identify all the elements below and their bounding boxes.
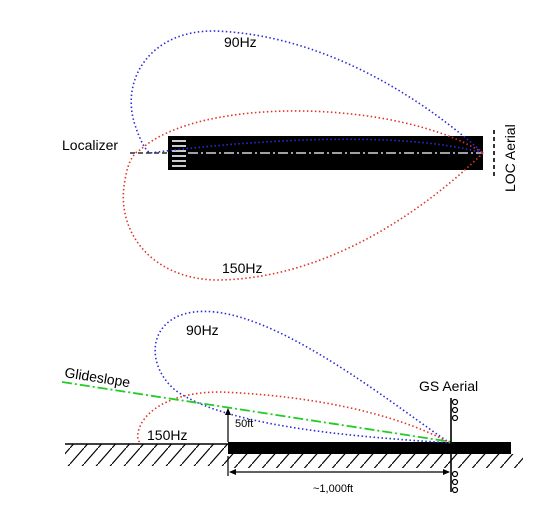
runway-threshold-marks: [172, 140, 186, 167]
glideslope-150hz-label: 150Hz: [147, 427, 187, 443]
localizer-label: Localizer: [62, 137, 118, 153]
localizer-90hz-lobe: [130, 30, 484, 154]
distance-arrow-head-left: [229, 469, 236, 475]
ground-right-hatch: [228, 454, 523, 468]
height-arrow-head: [225, 408, 231, 415]
gs-aerial-label: GS Aerial: [419, 378, 478, 394]
distance-arrow-head-right: [443, 469, 450, 475]
glideslope-label: Glideslope: [64, 364, 132, 390]
glideslope-path: [61, 381, 453, 443]
localizer-diagram: 90Hz 150Hz Localizer LOC Aerial: [62, 30, 518, 281]
height-label: 50ft: [235, 418, 253, 430]
loc-aerial-label: LOC Aerial: [502, 124, 518, 192]
runway-side-view: [228, 442, 511, 454]
distance-label: ~1,000ft: [313, 483, 353, 495]
gs-aerial-elements: [451, 398, 459, 494]
glideslope-90hz-label: 90Hz: [186, 322, 219, 338]
localizer-90hz-label: 90Hz: [224, 34, 257, 50]
ground-left-hatch: [65, 444, 228, 466]
localizer-150hz-lobe: [122, 110, 485, 281]
localizer-150hz-label: 150Hz: [222, 260, 262, 276]
glideslope-diagram: 90Hz 150Hz Glideslope GS Aerial 50ft ~1,…: [61, 310, 523, 495]
